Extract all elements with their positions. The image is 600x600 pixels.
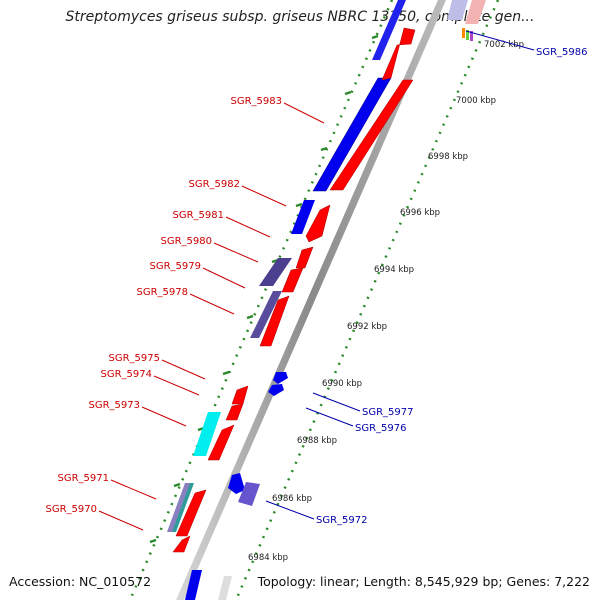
- tick-label: 7000 kbp: [456, 96, 496, 106]
- tick-label: 6990 kbp: [322, 379, 362, 389]
- sequence-axis: [176, 0, 446, 600]
- outer-tick-track: [234, 0, 500, 600]
- gene-label[interactable]: SGR_5979: [150, 261, 202, 272]
- gene-feature[interactable]: [372, 0, 406, 60]
- gene-feature[interactable]: [466, 30, 469, 40]
- gene-label[interactable]: SGR_5974: [101, 369, 153, 380]
- gene-arrow[interactable]: [259, 295, 290, 347]
- tick-labels: 7002 kbp 7000 kbp 6998 kbp 6996 kbp 6994…: [248, 40, 524, 563]
- gene-arrow[interactable]: [381, 27, 416, 81]
- gene-arrow[interactable]: [268, 384, 284, 396]
- gene-feature[interactable]: [462, 28, 465, 38]
- top-features: [447, 0, 486, 41]
- gene-feature[interactable]: [172, 483, 194, 532]
- left-gene-labels: SGR_5983 SGR_5982 SGR_5981 SGR_5980 SGR_…: [46, 96, 325, 531]
- gene-feature[interactable]: [193, 412, 221, 456]
- tick-label: 6994 kbp: [374, 265, 414, 275]
- gene-arrow[interactable]: [273, 372, 288, 384]
- gene-arrow[interactable]: [295, 246, 314, 269]
- gene-arrow[interactable]: [329, 79, 414, 191]
- gene-label[interactable]: SGR_5973: [89, 400, 141, 411]
- gene-arrow[interactable]: [225, 403, 244, 421]
- tick-label: 6998 kbp: [428, 152, 468, 162]
- reverse-genes: [218, 372, 288, 600]
- gene-feature[interactable]: [259, 258, 292, 286]
- gene-arrow[interactable]: [218, 576, 232, 600]
- gene-feature[interactable]: [447, 0, 468, 20]
- gene-arrow[interactable]: [281, 267, 304, 293]
- gene-label[interactable]: SGR_5972: [316, 515, 368, 526]
- gene-arrow[interactable]: [238, 482, 260, 506]
- gene-feature[interactable]: [465, 0, 486, 24]
- tick-label: 6996 kbp: [400, 208, 440, 218]
- gene-label[interactable]: SGR_5980: [161, 236, 213, 247]
- tick-label: 6986 kbp: [272, 494, 312, 504]
- gene-label[interactable]: SGR_5986: [536, 47, 588, 58]
- gene-label[interactable]: SGR_5981: [173, 210, 225, 221]
- gene-label[interactable]: SGR_5978: [137, 287, 189, 298]
- tick-label: 6984 kbp: [248, 553, 288, 563]
- gene-label[interactable]: SGR_5983: [231, 96, 283, 107]
- gene-feature[interactable]: [250, 291, 282, 338]
- gene-arrow[interactable]: [305, 204, 331, 243]
- forward-genes: [172, 27, 416, 553]
- gene-label[interactable]: SGR_5971: [58, 473, 110, 484]
- gene-label[interactable]: SGR_5977: [362, 407, 414, 418]
- tick-label: 6988 kbp: [297, 436, 337, 446]
- right-gene-labels: SGR_5986 SGR_5977 SGR_5976 SGR_5972: [265, 30, 588, 526]
- accession-text: Accession: NC_010572: [9, 574, 152, 589]
- inner-tick-track: [128, 0, 394, 600]
- gene-arrow[interactable]: [228, 473, 245, 494]
- gene-arrow[interactable]: [207, 424, 235, 461]
- gene-feature[interactable]: [291, 200, 315, 234]
- topology-text: Topology: linear; Length: 8,545,929 bp; …: [257, 574, 590, 589]
- gene-label[interactable]: SGR_5976: [355, 423, 407, 434]
- gene-label[interactable]: SGR_5970: [46, 504, 98, 515]
- gene-feature[interactable]: [185, 570, 202, 600]
- gene-feature[interactable]: [470, 31, 473, 41]
- gene-label[interactable]: SGR_5975: [109, 353, 161, 364]
- gene-label[interactable]: SGR_5982: [189, 179, 241, 190]
- gene-arrow[interactable]: [231, 385, 249, 405]
- tick-label: 7002 kbp: [484, 40, 524, 50]
- cds-track: [167, 0, 406, 600]
- gene-arrow[interactable]: [175, 489, 207, 537]
- map-title: Streptomyces griseus subsp. griseus NBRC…: [65, 9, 535, 25]
- tick-label: 6992 kbp: [347, 322, 387, 332]
- gene-arrow[interactable]: [172, 535, 191, 553]
